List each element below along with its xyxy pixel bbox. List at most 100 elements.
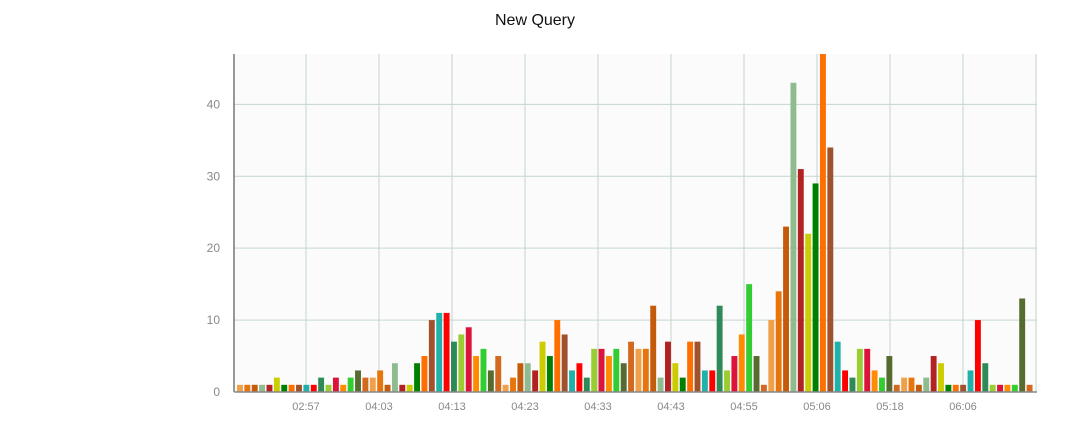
bar (576, 363, 583, 392)
bar (399, 384, 406, 392)
bar (465, 327, 472, 392)
bar (989, 384, 996, 392)
bar (598, 348, 605, 392)
bar (834, 341, 841, 392)
bar (369, 377, 376, 392)
bar (443, 312, 450, 392)
bar (915, 384, 922, 392)
bar (1019, 298, 1026, 392)
x-tick-label: 06:06 (949, 401, 977, 413)
bar (237, 384, 243, 392)
bar (893, 384, 900, 392)
grid (234, 54, 1037, 393)
bar (923, 377, 930, 392)
bar (701, 370, 708, 392)
bar (502, 384, 509, 392)
bar (451, 341, 457, 392)
x-tick-label: 04:03 (365, 401, 393, 413)
bar (362, 377, 369, 392)
x-tick-label: 04:55 (730, 401, 758, 413)
bar (731, 356, 738, 392)
bar (908, 377, 915, 392)
bar (650, 305, 657, 392)
bar (384, 384, 391, 392)
bar (952, 384, 959, 392)
bar (325, 384, 332, 392)
bar (458, 334, 465, 392)
bar (827, 147, 834, 392)
bar (746, 284, 753, 392)
bar (997, 384, 1003, 392)
bar (436, 312, 443, 392)
bar (605, 356, 612, 392)
bar (487, 370, 494, 392)
bar (259, 384, 266, 392)
bar (1004, 384, 1011, 392)
bar (967, 370, 974, 392)
bar (842, 370, 849, 392)
bar (355, 370, 361, 392)
chart-title: New Query (494, 12, 576, 29)
bar (414, 363, 421, 392)
bar (790, 82, 797, 393)
bar (960, 384, 967, 392)
bar (886, 356, 893, 392)
bar (930, 356, 937, 392)
bar (406, 384, 413, 392)
bar (864, 348, 871, 392)
x-tick-label: 04:33 (584, 401, 612, 413)
bar (613, 348, 620, 392)
bar (532, 370, 539, 392)
bar (856, 348, 863, 392)
bar (642, 348, 649, 392)
bar (945, 384, 952, 392)
bar (819, 54, 826, 392)
bar (620, 363, 627, 392)
x-tick-label: 04:13 (438, 401, 466, 413)
bar (480, 348, 487, 392)
bar (775, 291, 782, 392)
bar (539, 341, 546, 392)
bar (288, 384, 295, 392)
bar (679, 377, 686, 392)
y-tick-label: 40 (207, 97, 221, 111)
bar (266, 384, 273, 392)
bar (318, 377, 325, 392)
bar (738, 334, 745, 392)
bar (635, 348, 642, 392)
bar (569, 370, 575, 392)
bar (672, 363, 679, 392)
bar (377, 370, 384, 392)
y-tick-label: 30 (207, 169, 221, 183)
bar (296, 384, 302, 392)
bars (237, 54, 1033, 393)
bar (879, 377, 885, 392)
bar (849, 377, 856, 392)
bar (628, 341, 635, 392)
bar (391, 363, 398, 392)
bar (974, 320, 981, 392)
bar (273, 377, 280, 392)
bar (768, 320, 775, 392)
bar (561, 334, 568, 392)
y-tick-label: 0 (213, 385, 220, 399)
bar (694, 341, 701, 392)
bar (665, 341, 671, 392)
bar (517, 363, 524, 392)
bar (657, 377, 664, 392)
bar (591, 348, 598, 392)
bar (495, 356, 502, 392)
bar (783, 226, 789, 392)
y-tick-label: 20 (207, 241, 221, 255)
bar (938, 363, 944, 392)
bar (812, 183, 819, 392)
bar (716, 305, 723, 392)
x-tick-label: 05:18 (876, 401, 904, 413)
y-tick-label: 10 (207, 313, 221, 327)
bar (687, 341, 694, 392)
x-tick-label: 04:43 (657, 401, 685, 413)
bar (340, 384, 347, 392)
x-tick-label: 02:57 (292, 401, 320, 413)
bar (760, 384, 767, 392)
